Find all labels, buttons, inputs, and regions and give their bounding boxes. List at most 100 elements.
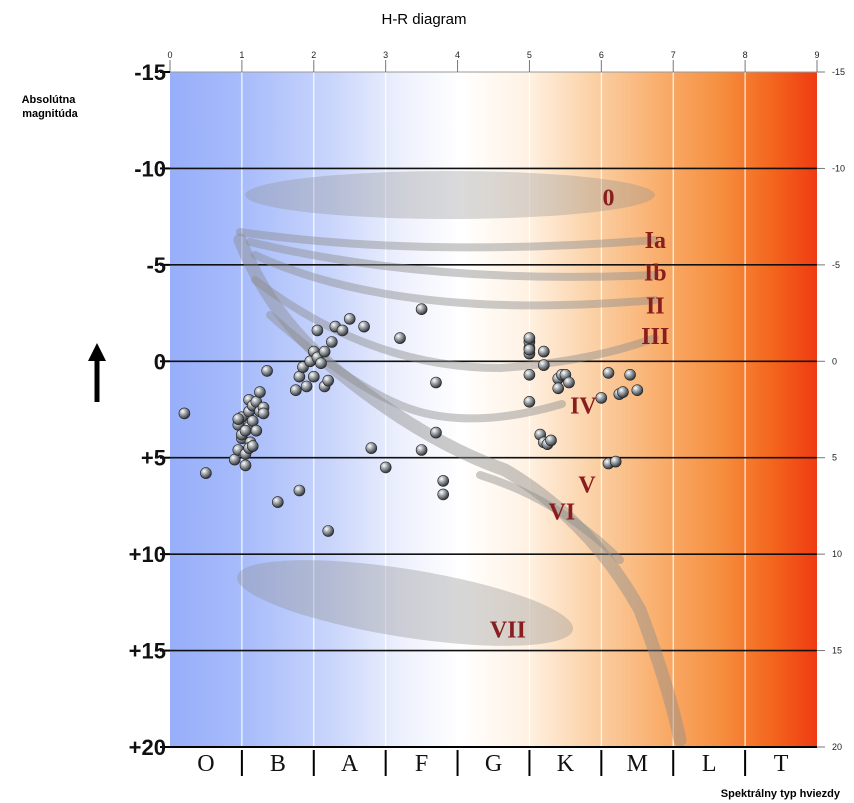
star-point bbox=[430, 376, 442, 389]
right-tick-label: -10 bbox=[832, 163, 845, 173]
star-point bbox=[239, 459, 252, 472]
luminosity-class-label: V bbox=[578, 473, 596, 499]
right-tick-label: -15 bbox=[832, 67, 845, 77]
star-point bbox=[415, 444, 428, 456]
luminosity-class-label: Ia bbox=[645, 228, 666, 254]
x-axis-label: Spektrálny typ hviezdy bbox=[721, 788, 841, 800]
star-point bbox=[545, 434, 557, 447]
chart-title: H-R diagram bbox=[381, 11, 466, 28]
star-point bbox=[178, 407, 191, 420]
luminosity-class-label: III bbox=[641, 324, 669, 350]
star-point bbox=[336, 324, 349, 337]
top-tick-label: 7 bbox=[671, 50, 676, 60]
spectral-class-label: G bbox=[485, 751, 502, 777]
star-point bbox=[271, 496, 284, 508]
luminosity-bands bbox=[233, 228, 687, 747]
left-tick-label: +15 bbox=[129, 639, 166, 664]
star-point bbox=[624, 368, 636, 381]
left-tick-label: 0 bbox=[154, 349, 166, 374]
luminosity-class-label: 0 bbox=[603, 185, 615, 211]
star-point bbox=[250, 424, 263, 437]
star-point bbox=[322, 525, 335, 537]
subdwarf-band bbox=[476, 471, 624, 564]
left-tick-label: -5 bbox=[146, 253, 166, 278]
star-point bbox=[246, 440, 259, 452]
star-point bbox=[322, 374, 335, 387]
star-points bbox=[178, 303, 644, 537]
hypergiant-region bbox=[245, 171, 655, 219]
y-axis-label-line-1: Absolútna bbox=[22, 94, 77, 106]
star-point bbox=[365, 442, 378, 454]
top-tick-label: 8 bbox=[743, 50, 748, 60]
star-point bbox=[358, 320, 370, 333]
y-axis-label-line-2: magnitúda bbox=[22, 108, 78, 120]
right-tick-label: -5 bbox=[832, 260, 840, 270]
star-point bbox=[289, 384, 302, 397]
star-point bbox=[595, 392, 608, 404]
star-point bbox=[563, 376, 575, 389]
star-point bbox=[318, 345, 331, 358]
right-axis: -15 -10 -5 0 5 10 15 20 bbox=[817, 67, 845, 752]
star-point bbox=[609, 455, 622, 468]
spectral-class-label: M bbox=[627, 751, 648, 777]
star-point bbox=[537, 359, 550, 371]
spectral-class-label: F bbox=[415, 751, 428, 777]
left-tick-label: -15 bbox=[134, 60, 166, 85]
y-axis-label: Absolútna magnitúda bbox=[22, 94, 79, 120]
top-tick-label: 3 bbox=[383, 50, 388, 60]
horizontal-gridlines bbox=[170, 71, 817, 652]
star-point bbox=[307, 370, 320, 383]
top-tick-label: 0 bbox=[167, 50, 172, 60]
white-dwarf-region bbox=[237, 560, 573, 646]
star-point bbox=[523, 332, 536, 344]
vertical-gridlines bbox=[241, 72, 746, 747]
top-tick-label: 4 bbox=[455, 50, 460, 60]
star-point bbox=[293, 484, 306, 497]
star-point bbox=[415, 303, 428, 316]
spectral-class-label: K bbox=[557, 751, 575, 777]
star-point bbox=[523, 343, 536, 356]
bright-giant-band bbox=[251, 251, 659, 310]
star-point bbox=[430, 426, 442, 439]
plot-background bbox=[170, 72, 817, 747]
star-point bbox=[261, 365, 273, 377]
top-tick-label: 1 bbox=[239, 50, 244, 60]
star-point bbox=[523, 395, 536, 408]
left-tick-label: +5 bbox=[141, 446, 166, 471]
star-point bbox=[200, 467, 212, 479]
star-point bbox=[552, 382, 565, 395]
luminosity-class-label: VII bbox=[490, 617, 526, 643]
right-tick-label: 15 bbox=[832, 646, 842, 656]
star-point bbox=[631, 384, 644, 397]
luminosity-class-label: Ib bbox=[644, 261, 667, 287]
luminosity-class-label: IV bbox=[570, 394, 597, 420]
star-point bbox=[254, 386, 266, 398]
spectral-class-label: O bbox=[197, 751, 214, 777]
star-point bbox=[617, 386, 629, 398]
star-point bbox=[437, 475, 450, 487]
giant-band bbox=[251, 276, 659, 373]
top-tick-label: 9 bbox=[814, 50, 819, 60]
up-arrow-icon bbox=[88, 343, 106, 402]
star-point bbox=[537, 345, 550, 358]
star-point bbox=[232, 413, 245, 425]
star-point bbox=[257, 407, 270, 420]
spectral-class-label: A bbox=[341, 751, 359, 777]
top-axis: 0 1 2 3 4 5 6 7 8 9 bbox=[167, 50, 820, 72]
luminosity-class-label: VI bbox=[548, 500, 575, 526]
supergiant-ia-band bbox=[236, 228, 659, 252]
star-point bbox=[523, 368, 536, 381]
star-point bbox=[315, 357, 327, 370]
top-tick-label: 2 bbox=[311, 50, 316, 60]
left-tick-label: +20 bbox=[129, 735, 166, 760]
left-tick-label: -10 bbox=[134, 156, 166, 181]
top-tick-label: 6 bbox=[599, 50, 604, 60]
right-tick-label: 0 bbox=[832, 356, 837, 366]
right-tick-label: 10 bbox=[832, 549, 842, 559]
star-point bbox=[300, 380, 313, 393]
left-axis: -15 -10 -5 0 +5 +10 +15 +20 bbox=[129, 60, 170, 760]
left-tick-label: +10 bbox=[129, 542, 166, 567]
